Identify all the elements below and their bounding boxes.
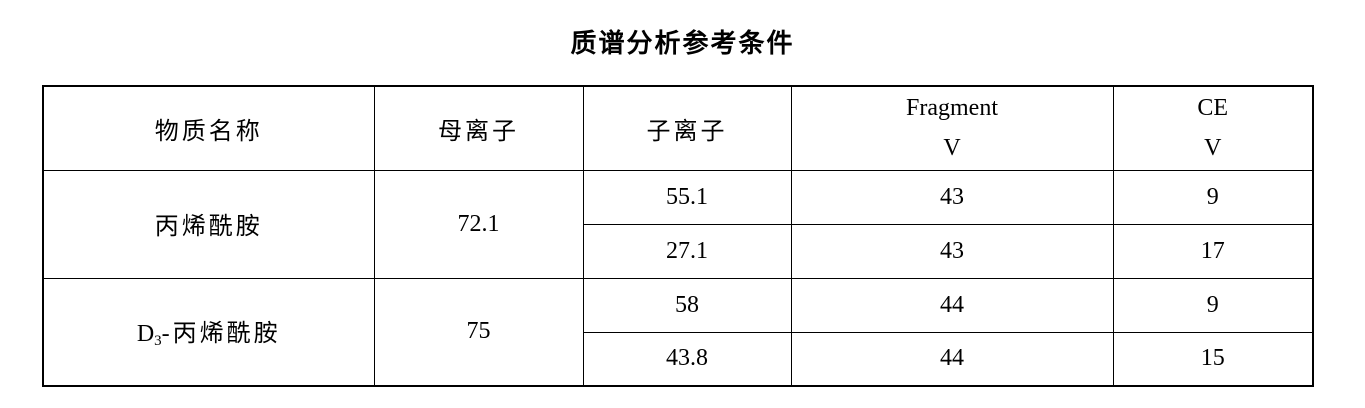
cell-daughter-ion: 58	[582, 277, 792, 333]
cell-daughter-ion: 27.1	[582, 223, 792, 279]
cell-ce-voltage: 9	[1112, 169, 1314, 225]
header-daughter-ion: 子离子	[582, 85, 792, 171]
header-ce-voltage-line2: V	[1204, 135, 1222, 162]
page-title: 质谱分析参考条件	[570, 28, 795, 58]
header-fragment-voltage-line1: Fragment	[906, 95, 998, 122]
transition-row: 丙烯酰胺 72.1 55.1 43 9	[42, 169, 1314, 279]
cell-parent-ion: 75	[373, 277, 584, 387]
ms-conditions-table: 物质名称 母离子 子离子 Fragment V CE V	[42, 85, 1314, 387]
header-parent-ion: 母离子	[373, 85, 584, 171]
header-ce-voltage-line1: CE	[1197, 95, 1229, 122]
transition-row: 43.8 44 15	[43, 331, 1314, 387]
cell-ce-voltage: 17	[1112, 223, 1314, 279]
cell-fragment-voltage: 44	[790, 277, 1114, 333]
transition-row: 27.1 43 17	[43, 223, 1314, 279]
transition-row: D3-丙烯酰胺 75 58 44 9	[42, 277, 1314, 387]
cell-daughter-ion: 55.1	[582, 169, 792, 225]
substance-name-rest: -丙烯酰胺	[161, 321, 281, 348]
substance-name-base: D	[136, 321, 155, 348]
cell-ce-voltage: 15	[1112, 331, 1314, 387]
substance-name-rest: 丙烯酰胺	[154, 213, 263, 240]
cell-ce-voltage: 9	[1112, 277, 1314, 333]
header-ce-voltage: CE V	[1112, 85, 1314, 171]
cell-substance-name: 丙烯酰胺	[42, 169, 375, 279]
header-fragment-voltage-line2: V	[943, 135, 961, 162]
header-substance-name: 物质名称	[42, 85, 375, 171]
header-substance-name-label: 物质名称	[154, 118, 263, 145]
cell-substance-name: D3-丙烯酰胺	[42, 277, 375, 387]
table-header-row: 物质名称 母离子 子离子 Fragment V CE V	[42, 85, 1314, 171]
header-parent-ion-label: 母离子	[438, 118, 519, 145]
cell-parent-ion: 72.1	[373, 169, 584, 279]
header-daughter-ion-label: 子离子	[646, 118, 728, 145]
substance-name-subscript: 3	[154, 333, 162, 350]
cell-daughter-ion: 43.8	[582, 331, 792, 387]
cell-fragment-voltage: 43	[790, 223, 1114, 279]
cell-fragment-voltage: 43	[790, 169, 1114, 225]
header-fragment-voltage: Fragment V	[790, 85, 1114, 171]
cell-fragment-voltage: 44	[790, 331, 1114, 387]
